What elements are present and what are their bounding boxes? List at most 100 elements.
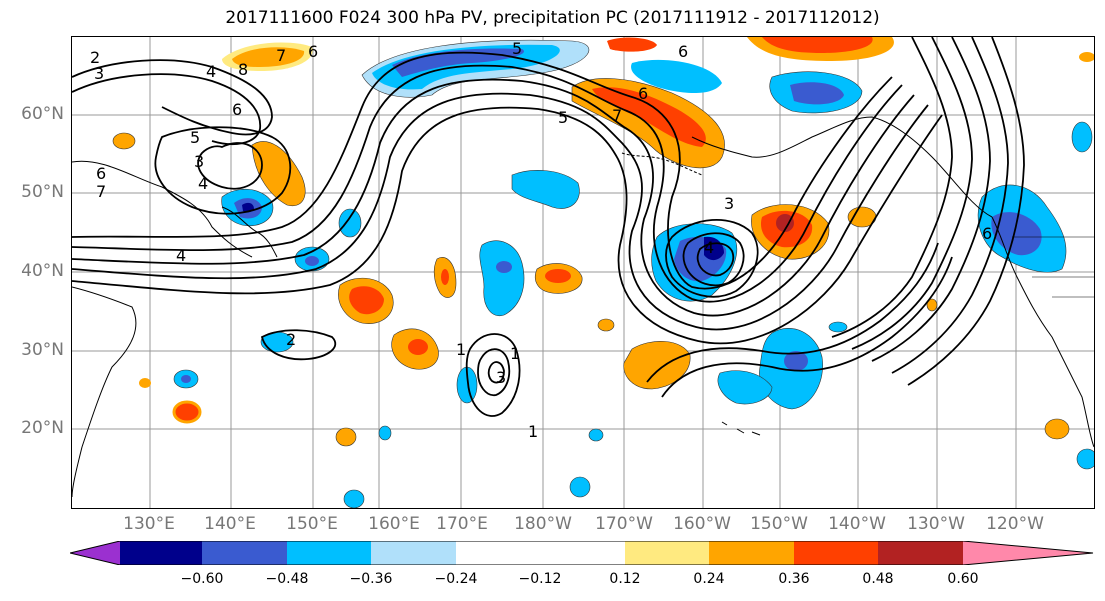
colorbar-tick-label: 0.24 — [693, 571, 725, 587]
colorbar-segment — [878, 541, 963, 565]
precip-positive-region — [607, 37, 657, 52]
pv-contour-closed — [696, 242, 735, 277]
lon-label-140w: 140°W — [828, 514, 886, 534]
precip-negative-region — [305, 256, 319, 266]
contour-label: 5 — [558, 108, 568, 127]
precip-positive-region — [112, 132, 136, 150]
precip-positive-region — [251, 141, 306, 207]
lon-label-130w: 130°W — [907, 514, 965, 534]
contour-label: 7 — [96, 182, 106, 201]
lon-label-150w: 150°W — [750, 514, 808, 534]
colorbar-extend-low — [70, 541, 120, 565]
precip-positive-region — [623, 340, 691, 390]
precip-negative-region — [496, 261, 512, 273]
colorbar — [70, 541, 1094, 565]
contour-label: 2 — [286, 330, 296, 349]
precip-negative-region — [717, 370, 773, 405]
coastline-north-america — [991, 216, 1094, 448]
lat-label-30n: 30°N — [21, 340, 64, 360]
colorbar-tick-label: 0.48 — [862, 571, 894, 587]
precip-negative-region — [511, 170, 580, 209]
precip-negative-region — [343, 489, 365, 508]
precip-positive-region — [762, 37, 873, 53]
precip-positive-region — [232, 47, 305, 67]
colorbar-segment — [625, 541, 709, 565]
colorbar-tick-label: 0.36 — [778, 571, 810, 587]
precip-positive-region — [441, 269, 449, 285]
precip-negative-region — [181, 375, 191, 383]
lon-label-130e: 130°E — [123, 514, 175, 534]
precip-negative-region — [790, 82, 844, 105]
contour-label: 6 — [982, 224, 992, 243]
precip-positive-region — [408, 339, 428, 355]
colorbar-segment — [202, 541, 287, 565]
contour-label: 2 — [90, 48, 100, 67]
precipitation-shading — [112, 37, 1094, 508]
pv-contour-line — [72, 92, 929, 331]
lon-label-170w: 170°W — [595, 514, 653, 534]
pv-contour-closed — [154, 126, 292, 215]
contour-label: 7 — [276, 46, 286, 65]
colorbar-tick-label: −0.12 — [518, 571, 562, 587]
pv-contour-line — [72, 64, 903, 303]
precip-negative-region — [338, 208, 362, 238]
coastline-asia — [72, 160, 253, 258]
pv-contour-line — [831, 37, 953, 338]
colorbar-tick-label: 0.12 — [609, 571, 641, 587]
precip-negative-region — [631, 59, 722, 94]
precip-negative-region — [828, 321, 848, 333]
precip-negative-region — [784, 351, 808, 371]
colorbar-tick-label: −0.36 — [349, 571, 393, 587]
precip-negative-region — [378, 425, 392, 441]
pv-contour-closed — [465, 333, 521, 417]
precip-positive-region — [926, 298, 938, 312]
colorbar-segment — [794, 541, 878, 565]
pv-contours — [72, 37, 1025, 417]
contour-label: 3 — [94, 64, 104, 83]
contour-label: 8 — [238, 60, 248, 79]
map-canvas: 2 3 4 6 7 8 6 5 6 5 3 4 6 7 4 2 3 1 1 1 … — [72, 37, 1094, 508]
pv-contour-line — [72, 73, 261, 145]
contour-label: 3 — [194, 152, 204, 171]
colorbar-segment — [540, 541, 625, 565]
pv-contour-line — [72, 78, 915, 317]
contour-label: 6 — [96, 164, 106, 183]
precip-positive-region — [592, 87, 706, 147]
coastline-china — [72, 286, 137, 498]
precip-positive-region — [349, 286, 384, 315]
lon-label-160w: 160°W — [673, 514, 731, 534]
lon-label-180w: 180°W — [514, 514, 572, 534]
lat-label-60n: 60°N — [21, 104, 64, 124]
lon-label-120w: 120°W — [986, 514, 1044, 534]
contour-label: 3 — [724, 194, 734, 213]
precip-positive-region — [335, 427, 357, 447]
contour-label: 6 — [638, 84, 648, 103]
pv-contour-line — [661, 256, 953, 398]
contour-label: 6 — [678, 42, 688, 61]
colorbar-extend-high — [963, 541, 1093, 565]
pv-contour-line — [851, 37, 973, 350]
lon-label-160e: 160°E — [368, 514, 420, 534]
state-borders — [1012, 236, 1094, 298]
lon-label-170e: 170°E — [436, 514, 488, 534]
precip-positive-region — [776, 214, 794, 232]
pv-contour-line — [907, 37, 1025, 386]
colorbar-segment — [371, 541, 456, 565]
coastline-alaska — [691, 116, 993, 218]
map-title: 2017111600 F024 300 hPa PV, precipitatio… — [225, 8, 880, 28]
contour-label: 3 — [496, 368, 506, 387]
contour-label: 4 — [704, 238, 714, 257]
colorbar-tick-label: −0.48 — [265, 571, 309, 587]
pv-contour-closed — [197, 142, 263, 190]
precip-negative-region — [479, 240, 525, 317]
lon-label-150e: 150°E — [286, 514, 338, 534]
precip-negative-region — [1071, 121, 1093, 153]
graticule — [72, 37, 1094, 508]
pv-contour-line — [72, 106, 943, 345]
contour-label: 6 — [308, 42, 318, 61]
pv-contour-line — [891, 37, 1009, 374]
precip-positive-region — [172, 400, 202, 424]
precip-positive-region — [597, 318, 615, 332]
lon-label-140e: 140°E — [204, 514, 256, 534]
lat-label-40n: 40°N — [21, 261, 64, 281]
